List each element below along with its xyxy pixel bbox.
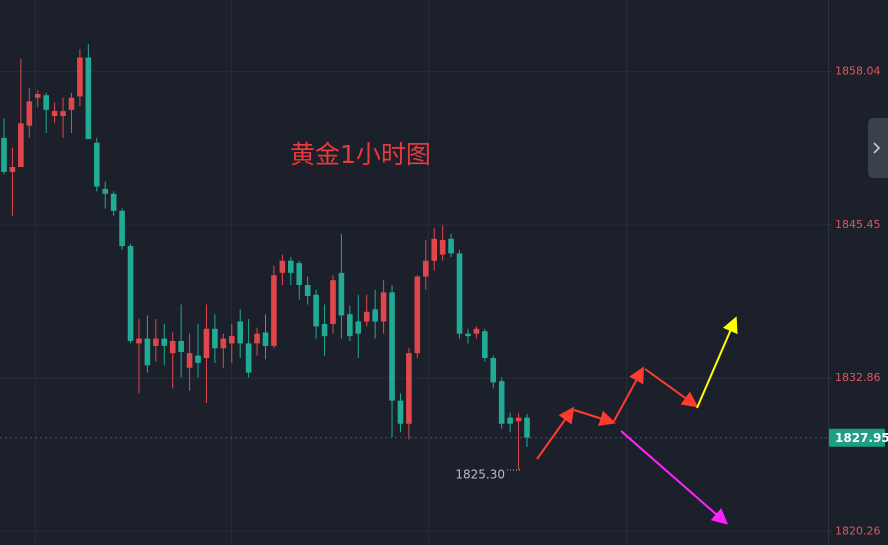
candle-body: [102, 188, 109, 194]
candle-body: [490, 358, 497, 383]
candle-body: [178, 340, 184, 352]
candle-body: [380, 292, 387, 322]
candle-body: [456, 253, 463, 334]
candle-body: [515, 417, 522, 422]
candle-body: [296, 263, 303, 286]
candle-body: [34, 94, 41, 98]
candle-body: [68, 97, 75, 110]
candle-body: [439, 240, 446, 255]
candle-body: [288, 260, 294, 273]
candle-body: [524, 417, 530, 438]
candle-body: [127, 246, 134, 341]
candle-body: [228, 336, 235, 344]
arrow: [620, 430, 729, 525]
candle-body: [212, 328, 218, 349]
candle-body: [330, 280, 336, 324]
candle-body: [43, 95, 49, 110]
chevron: [873, 142, 881, 154]
candle-body: [279, 260, 286, 273]
candle-body: [9, 167, 16, 172]
last-price-tag: [829, 428, 885, 447]
candle-body: [1, 137, 7, 172]
chart-title: 黄金1小时图: [290, 140, 431, 169]
candle-body: [422, 260, 429, 277]
arrow: [573, 409, 616, 427]
low-label: 1825.30: [455, 467, 505, 481]
candle-body: [482, 331, 488, 359]
candle-body: [220, 338, 227, 349]
candle-body: [507, 417, 513, 424]
candle-body: [313, 294, 319, 327]
candle-body: [110, 193, 117, 211]
arrow: [644, 368, 699, 408]
candle-body: [321, 323, 328, 337]
candle-body: [26, 101, 33, 126]
candle-body: [60, 111, 66, 116]
candle-body: [203, 328, 210, 359]
candle-body: [18, 123, 24, 168]
last-price-label: 1827.95: [835, 431, 888, 445]
candle-body: [262, 332, 269, 346]
y-tick-label: 1820.26: [835, 524, 881, 537]
y-tick-label: 1845.45: [835, 218, 881, 231]
arrow: [613, 366, 644, 422]
candle-body: [363, 311, 370, 322]
candle-body: [119, 210, 125, 247]
candle-body: [186, 353, 193, 368]
candle-body: [473, 328, 480, 334]
candle-body: [498, 381, 505, 424]
candle-body: [161, 338, 168, 346]
collapse-button[interactable]: [868, 118, 888, 178]
candle-body: [144, 338, 151, 366]
candle-body: [237, 321, 243, 344]
y-tick-label: 1832.86: [835, 371, 881, 384]
candle-body: [347, 314, 353, 337]
candle-body: [254, 333, 260, 344]
candle-body: [77, 57, 83, 97]
candle-body: [85, 57, 92, 140]
candle-body: [245, 343, 252, 373]
candle-body: [304, 285, 311, 296]
candle-body: [397, 400, 404, 424]
candle-body: [414, 276, 421, 354]
candle-body: [355, 321, 362, 334]
candle-body: [169, 340, 176, 354]
y-tick-label: 1858.04: [835, 65, 881, 78]
candle-body: [271, 275, 277, 346]
candle-body: [338, 272, 345, 316]
candle-body: [465, 333, 471, 337]
candle-body: [51, 111, 58, 116]
candle-body: [406, 353, 412, 424]
candle-body: [389, 292, 395, 401]
candle-body: [195, 355, 201, 363]
candle-body: [372, 309, 378, 322]
arrow: [696, 316, 738, 409]
candle-body: [136, 338, 142, 344]
forecast-arrows: [536, 316, 738, 525]
plot: [0, 44, 828, 532]
candle-body: [431, 238, 438, 261]
candle-body: [153, 338, 159, 346]
candle-body: [93, 142, 100, 187]
arrow: [536, 406, 575, 460]
candle-body: [448, 238, 454, 254]
